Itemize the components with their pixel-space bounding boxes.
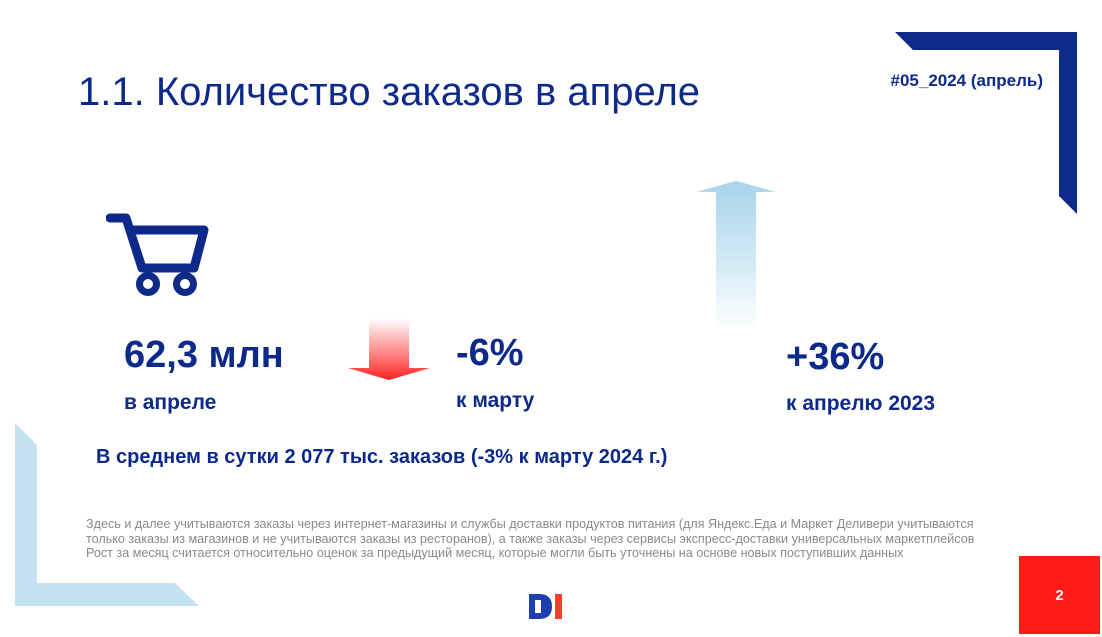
issue-tag: #05_2024 (апрель) xyxy=(890,71,1044,90)
footnote: Здесь и далее учитываются заказы через и… xyxy=(86,517,986,561)
daily-average-note: В среднем в сутки 2 077 тыс. заказов (-3… xyxy=(96,446,668,468)
page-title: 1.1. Количество заказов в апреле xyxy=(78,70,701,114)
arrow-up-icon xyxy=(696,181,776,331)
orders-total-value: 62,3 млн xyxy=(124,334,284,376)
corner-bracket-bottom-left xyxy=(15,423,199,606)
corner-bracket-top-right xyxy=(895,32,1077,214)
change-vs-april-2023-value: +36% xyxy=(786,336,885,378)
footnote-line-1: Здесь и далее учитываются заказы через и… xyxy=(86,517,975,546)
di-logo xyxy=(529,594,562,619)
change-vs-march-value: -6% xyxy=(456,332,524,374)
page-number: 2 xyxy=(1055,586,1064,604)
change-vs-april-2023-label: к апрелю 2023 xyxy=(786,392,936,415)
change-vs-march-label: к марту xyxy=(456,389,535,412)
shopping-cart-icon xyxy=(106,213,209,296)
footnote-line-2: Рост за месяц считается относительно оце… xyxy=(86,546,904,560)
arrow-down-icon xyxy=(348,318,430,380)
orders-total-label: в апреле xyxy=(124,391,217,414)
page-number-badge: 2 xyxy=(1019,556,1100,634)
